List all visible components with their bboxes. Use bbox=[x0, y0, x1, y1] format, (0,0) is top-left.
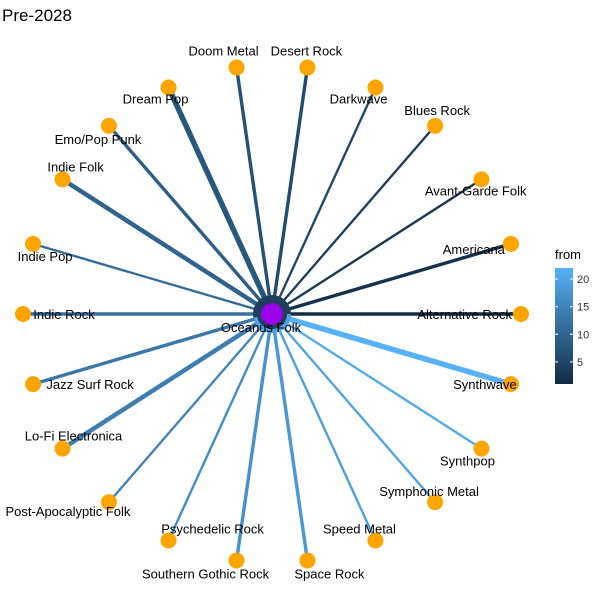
node-label-post-apocalyptic-folk: Post-Apocalyptic Folk bbox=[5, 504, 130, 519]
node-label-dream-pop: Dream Pop bbox=[123, 92, 189, 107]
edge-emo-pop-punk bbox=[107, 124, 274, 316]
node-label-psychedelic-rock: Psychedelic Rock bbox=[161, 521, 264, 536]
node-label-symphonic-metal: Symphonic Metal bbox=[379, 484, 479, 499]
node-synthwave bbox=[502, 376, 519, 393]
edge-layer bbox=[21, 65, 523, 563]
node-alternative-rock bbox=[513, 306, 529, 322]
edge-synthpop bbox=[270, 312, 483, 450]
node-desert-rock bbox=[299, 59, 316, 76]
legend-tick-label: 10 bbox=[577, 329, 589, 341]
center-node-label: Oceanus Folk bbox=[221, 320, 302, 335]
legend-tick-label: 5 bbox=[577, 357, 583, 369]
edge-psychedelic-rock bbox=[167, 312, 274, 542]
node-symphonic-metal bbox=[427, 494, 444, 511]
node-indie-rock bbox=[15, 306, 31, 322]
edge-avant-garde-folk bbox=[270, 178, 483, 316]
legend-ticks: 5 10 15 20 bbox=[555, 274, 589, 369]
hub-ring-inner bbox=[253, 295, 291, 333]
center-node bbox=[261, 303, 283, 325]
node-indie-pop bbox=[25, 235, 42, 252]
node-darkwave bbox=[367, 79, 384, 96]
legend-tick-label: 20 bbox=[577, 274, 589, 286]
node-post-apocalyptic-folk bbox=[100, 494, 117, 511]
legend-title: from bbox=[555, 247, 581, 262]
node-label-blues-rock: Blues Rock bbox=[404, 103, 470, 118]
edge-dream-pop bbox=[165, 84, 275, 317]
node-label-lo-fi-electronica: Lo-Fi Electronica bbox=[25, 429, 123, 444]
node-speed-metal bbox=[367, 532, 384, 549]
legend-colorbar bbox=[555, 268, 573, 384]
edge-americana bbox=[270, 242, 513, 316]
node-blues-rock bbox=[427, 117, 444, 134]
node-avant-garde-folk bbox=[473, 171, 490, 188]
node-space-rock bbox=[299, 552, 316, 569]
node-synthpop bbox=[473, 440, 490, 457]
edge-indie-pop bbox=[31, 242, 274, 316]
node-southern-gothic-rock bbox=[228, 552, 245, 569]
node-label-desert-rock: Desert Rock bbox=[271, 44, 343, 59]
node-label-speed-metal: Speed Metal bbox=[323, 521, 396, 536]
node-label-southern-gothic-rock: Southern Gothic Rock bbox=[142, 566, 270, 581]
node-label-indie-folk: Indie Folk bbox=[47, 159, 104, 174]
node-lo-fi-electronica bbox=[54, 440, 71, 457]
edge-doom-metal bbox=[234, 65, 274, 316]
edge-symphonic-metal bbox=[270, 312, 437, 504]
node-layer bbox=[15, 59, 529, 569]
node-americana bbox=[502, 235, 519, 252]
node-label-alternative-rock: Alternative Rock bbox=[417, 307, 512, 322]
legend-tick-label: 15 bbox=[577, 302, 589, 314]
node-label-emo-pop-punk: Emo/Pop Punk bbox=[55, 132, 142, 147]
node-label-doom-metal: Doom Metal bbox=[189, 44, 259, 59]
node-dream-pop bbox=[160, 79, 177, 96]
node-emo-pop-punk bbox=[100, 117, 117, 134]
color-legend: from 5 10 15 20 bbox=[555, 247, 589, 384]
edge-speed-metal bbox=[270, 312, 377, 542]
node-label-space-rock: Space Rock bbox=[294, 566, 365, 581]
node-label-synthwave: Synthwave bbox=[453, 377, 517, 392]
node-jazz-surf-rock bbox=[25, 376, 42, 393]
node-label-jazz-surf-rock: Jazz Surf Rock bbox=[46, 377, 134, 392]
label-layer: Alternative Rock Americana Avant-Garde Fol… bbox=[5, 44, 527, 582]
edge-blues-rock bbox=[270, 124, 437, 316]
edge-darkwave bbox=[270, 86, 377, 316]
edge-post-apocalyptic-folk bbox=[107, 312, 274, 504]
node-label-indie-pop: Indie Pop bbox=[18, 249, 73, 264]
edge-southern-gothic-rock bbox=[234, 312, 274, 563]
node-label-avant-garde-folk: Avant-Garde Folk bbox=[425, 183, 527, 198]
edge-jazz-surf-rock bbox=[31, 312, 274, 386]
node-label-synthpop: Synthpop bbox=[440, 454, 495, 469]
edge-space-rock bbox=[270, 312, 310, 563]
edge-indie-folk bbox=[60, 177, 275, 317]
node-psychedelic-rock bbox=[160, 532, 177, 549]
node-doom-metal bbox=[228, 59, 245, 76]
edge-desert-rock bbox=[270, 65, 310, 316]
center-hub bbox=[253, 295, 291, 333]
diagram-title: Pre-2028 bbox=[2, 6, 72, 25]
node-label-americana: Americana bbox=[443, 242, 506, 257]
node-label-darkwave: Darkwave bbox=[330, 92, 388, 107]
node-indie-folk bbox=[54, 171, 71, 188]
edge-lo-fi-electronica bbox=[60, 311, 275, 451]
node-label-indie-rock: Indie Rock bbox=[33, 307, 95, 322]
edge-synthwave bbox=[269, 311, 514, 387]
